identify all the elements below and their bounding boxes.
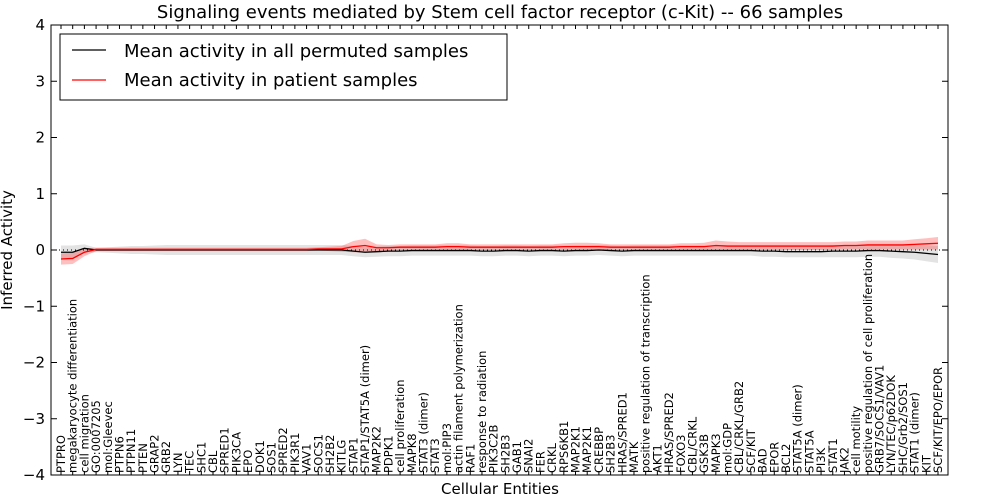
legend-box <box>59 33 508 101</box>
y-axis-label: Inferred Activity <box>0 190 16 310</box>
x-tick-label: GRB2 <box>159 441 173 473</box>
x-tick-label: KIT <box>919 454 933 473</box>
x-tick-label: STAP1 <box>346 437 360 473</box>
x-tick-label: CBL/CRKL <box>685 416 699 473</box>
y-tick-label: −4 <box>23 466 45 484</box>
y-tick-label: 2 <box>35 129 45 147</box>
x-tick-label: cell proliferation <box>393 379 407 473</box>
plot-area <box>51 237 948 265</box>
x-tick-label: CRKL <box>545 442 559 473</box>
x-tick-label: MAP2K1 <box>569 426 583 473</box>
x-tick-label: PTPRO <box>54 435 68 473</box>
x-tick-label: STAT1 (dimer) <box>908 392 922 473</box>
x-tick-label: mol:Gleevec <box>101 401 115 473</box>
x-tick-label: AKT1 <box>650 444 664 473</box>
x-tick-label: RPS6KB1 <box>557 421 571 473</box>
x-tick-label: LYN/TEC/p62DOK <box>884 375 898 473</box>
x-tick-label: SHC1 <box>194 442 208 473</box>
x-tick-label: EPOR <box>767 442 781 473</box>
x-tick-label: RAF1 <box>463 444 477 473</box>
x-tick-label: SH2B3 <box>604 435 618 473</box>
patient-band <box>61 237 938 265</box>
x-tick-label: MAPK8 <box>405 433 419 473</box>
y-tick-label: 3 <box>35 72 45 90</box>
x-tick-label: GO:0007205 <box>89 400 103 473</box>
x-tick-label: response to radiation <box>475 351 489 473</box>
x-tick-label: BCL2 <box>779 444 793 473</box>
x-tick-label: FER <box>533 451 547 473</box>
x-tick-label: mol:GDP <box>721 423 735 473</box>
y-tick-label: 1 <box>35 185 45 203</box>
x-tick-label: SH2B3 <box>498 435 512 473</box>
x-tick-label: LYN <box>171 452 185 473</box>
x-tick-label: STAT1 <box>826 438 840 473</box>
x-tick-label: PIK3R1 <box>288 433 302 474</box>
x-tick-label: HRAS/SPRED2 <box>662 392 676 473</box>
x-tick-label: GRB7/SOCS1/VAV1 <box>873 365 887 473</box>
x-axis-label: Cellular Entities <box>441 480 559 498</box>
x-tick-label: SOS1 <box>264 442 278 473</box>
x-tick-label: PDPK1 <box>381 435 395 473</box>
x-tick-label: PIK3CA <box>229 432 243 473</box>
x-tick-label: SCF/KIT/EPO/EPOR <box>931 367 945 473</box>
x-tick-label: KITLG <box>335 440 349 473</box>
x-tick-label: SCF/KIT <box>744 428 758 473</box>
x-tick-label: JAK2 <box>837 447 851 474</box>
x-tick-label: CREBBP <box>592 427 606 473</box>
y-tick-label: −3 <box>23 410 45 428</box>
legend: Mean activity in all permuted samples Me… <box>59 33 508 101</box>
x-tick-label: PI3K <box>814 447 828 473</box>
x-tick-label: GRAP2 <box>148 434 162 473</box>
x-tick-label: SH2B2 <box>323 435 337 473</box>
x-tick-label: SPRED2 <box>276 427 290 473</box>
x-tick-label: PTEN <box>136 443 150 473</box>
x-tick-label: mol:PIP3 <box>440 423 454 473</box>
x-tick-label: PTPN6 <box>112 436 126 473</box>
x-tick-label: STAT5A <box>802 430 816 473</box>
y-tick-label: −2 <box>23 354 45 372</box>
x-tick-label: SHC/Grb2/SOS1 <box>896 382 910 473</box>
legend-label-patient: Mean activity in patient samples <box>124 70 418 91</box>
x-tick-label: TEC <box>183 451 197 474</box>
x-tick-label: CBL <box>206 450 220 473</box>
x-tick-label: DOK1 <box>253 440 267 473</box>
x-tick-label: STAT3 (dimer) <box>416 392 430 473</box>
x-tick-label: cell motility <box>849 406 863 473</box>
x-tick-label: STAP1/STAT5A (dimer) <box>358 345 372 473</box>
x-tick-label: FOXO3 <box>674 435 688 473</box>
x-tick-label: SNAI2 <box>522 439 536 473</box>
x-tick-label: megakaryocyte differentiation <box>66 299 80 473</box>
patient-mean-line <box>60 242 939 260</box>
x-tick-label: EPO <box>241 450 255 473</box>
y-tick-label: 4 <box>35 16 45 34</box>
x-tick-label: HRAS/SPRED1 <box>615 392 629 473</box>
x-tick-label: VAV1 <box>300 444 314 473</box>
x-tick-label: positive regulation of transcription <box>639 274 653 473</box>
x-tick-label: BAD <box>756 448 770 473</box>
x-tick-label: SOCS1 <box>311 434 325 473</box>
x-tick-label: MATK <box>627 441 641 473</box>
x-tick-label: SPRED1 <box>218 427 232 473</box>
x-tick-label: STAT3 <box>428 438 442 473</box>
x-tick-label: actin filament polymerization <box>452 304 466 473</box>
x-tick-label: cell migration <box>77 394 91 473</box>
chart-title: Signaling events mediated by Stem cell f… <box>157 2 843 23</box>
x-tick-label: PIK3C2B <box>487 424 501 473</box>
x-tick-label: MAPK3 <box>709 433 723 473</box>
x-tick-label: PTPN11 <box>124 429 138 473</box>
x-tick-label: STAT5A (dimer) <box>791 384 805 473</box>
x-tick-label: MAP2K1 <box>580 426 594 473</box>
y-tick-label: −1 <box>23 297 45 315</box>
x-tick-label: GSK3B <box>697 434 711 473</box>
x-tick-label: CBL/CRKL/GRB2 <box>732 381 746 473</box>
y-tick-label: 0 <box>35 241 45 259</box>
legend-label-permuted: Mean activity in all permuted samples <box>124 41 468 62</box>
x-tick-label: positive regulation of cell proliferatio… <box>861 254 875 473</box>
x-tick-label: MAP2K2 <box>370 426 384 473</box>
x-tick-label: GAB1 <box>510 441 524 473</box>
